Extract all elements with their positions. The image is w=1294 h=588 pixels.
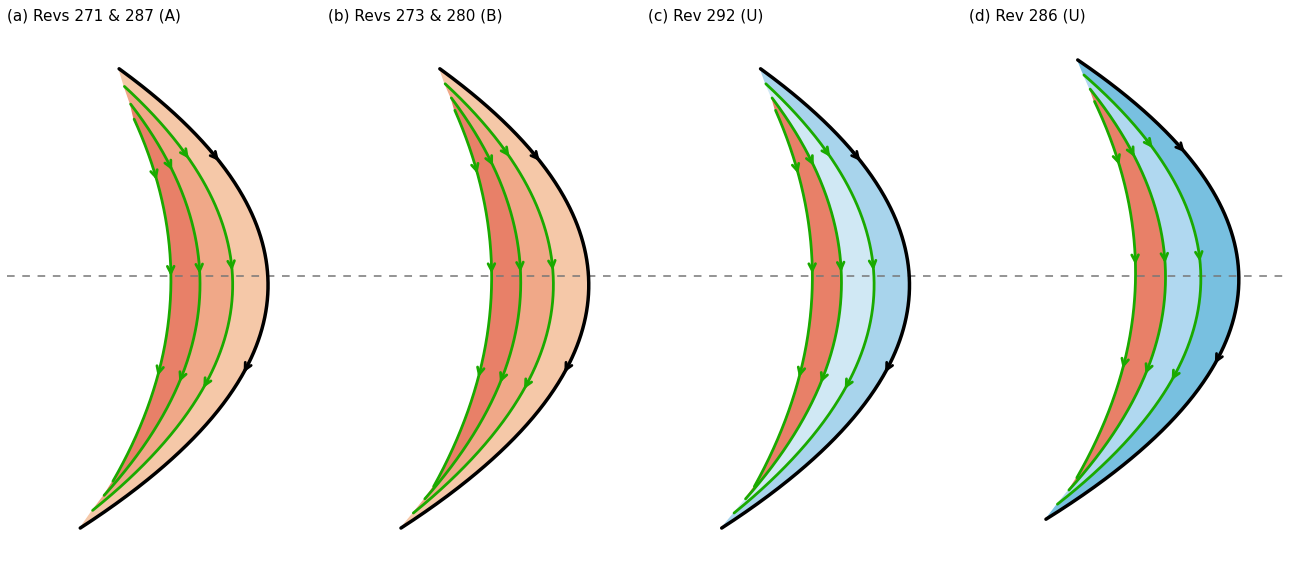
Polygon shape bbox=[734, 84, 875, 513]
Text: (c) Rev 292 (U): (c) Rev 292 (U) bbox=[648, 9, 763, 24]
Polygon shape bbox=[1069, 89, 1166, 490]
Polygon shape bbox=[1046, 60, 1238, 519]
Polygon shape bbox=[93, 86, 233, 510]
Polygon shape bbox=[722, 69, 910, 528]
Polygon shape bbox=[1057, 75, 1201, 504]
Polygon shape bbox=[401, 69, 589, 528]
Polygon shape bbox=[413, 84, 554, 513]
Text: (d) Rev 286 (U): (d) Rev 286 (U) bbox=[969, 9, 1086, 24]
Polygon shape bbox=[745, 98, 841, 499]
Polygon shape bbox=[424, 98, 520, 499]
Polygon shape bbox=[104, 104, 201, 495]
Polygon shape bbox=[80, 69, 268, 528]
Text: (a) Revs 271 & 287 (A): (a) Revs 271 & 287 (A) bbox=[6, 9, 181, 24]
Text: (b) Revs 273 & 280 (B): (b) Revs 273 & 280 (B) bbox=[327, 9, 502, 24]
